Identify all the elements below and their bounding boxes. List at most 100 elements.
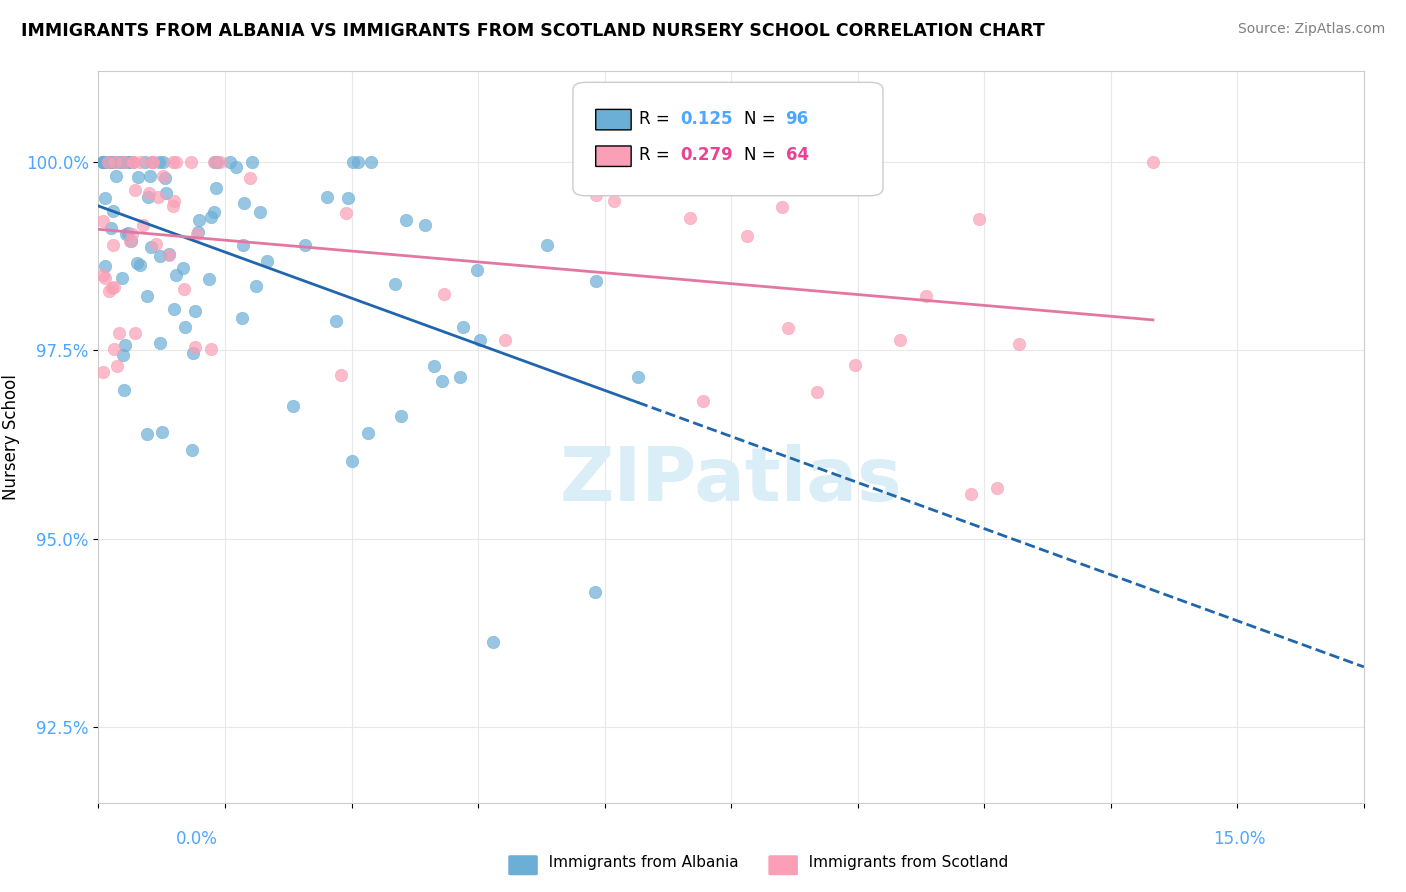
Point: [232, 196, 254, 211]
Point: [256, 254, 278, 268]
Point: [357, 425, 380, 440]
Text: 96: 96: [786, 110, 808, 128]
Point: [124, 326, 146, 340]
Point: [100, 220, 122, 235]
Point: [120, 234, 142, 248]
Text: Immigrants from Scotland: Immigrants from Scotland: [794, 855, 1008, 870]
Point: [148, 154, 170, 169]
Point: [184, 303, 207, 318]
Point: [465, 263, 488, 277]
Point: [585, 188, 607, 202]
Point: [111, 154, 134, 169]
Point: [141, 240, 163, 254]
FancyBboxPatch shape: [596, 110, 631, 130]
Point: [583, 585, 606, 599]
Point: [200, 210, 222, 224]
Point: [121, 227, 143, 242]
Point: [433, 287, 456, 301]
Point: [986, 481, 1008, 495]
Y-axis label: Nursery School: Nursery School: [3, 374, 20, 500]
Point: [340, 454, 363, 468]
Text: ZIPatlas: ZIPatlas: [560, 444, 903, 517]
Point: [152, 154, 174, 169]
Point: [121, 154, 143, 169]
Point: [181, 345, 204, 359]
Point: [157, 247, 180, 261]
Text: Source: ZipAtlas.com: Source: ZipAtlas.com: [1237, 22, 1385, 37]
Point: [139, 169, 162, 183]
Point: [494, 333, 516, 347]
Point: [915, 288, 938, 302]
Point: [571, 179, 593, 194]
Point: [103, 238, 125, 252]
Point: [827, 161, 849, 175]
Point: [97, 154, 120, 169]
Point: [163, 301, 186, 316]
Point: [103, 154, 125, 169]
Point: [173, 320, 195, 334]
Point: [118, 234, 141, 248]
Point: [183, 340, 205, 354]
Point: [415, 218, 437, 232]
Point: [152, 169, 174, 183]
Point: [960, 487, 983, 501]
FancyBboxPatch shape: [574, 82, 883, 195]
Text: N =: N =: [744, 110, 780, 128]
Point: [98, 284, 121, 298]
Point: [346, 155, 368, 169]
Point: [200, 342, 222, 356]
Point: [325, 314, 347, 328]
Point: [91, 214, 114, 228]
Text: 64: 64: [786, 146, 808, 164]
Point: [107, 154, 129, 169]
Point: [165, 154, 187, 169]
Point: [294, 238, 316, 252]
Point: [806, 384, 828, 399]
Text: Immigrants from Albania: Immigrants from Albania: [534, 855, 740, 870]
Text: 0.279: 0.279: [681, 146, 734, 164]
Point: [778, 320, 800, 334]
Point: [105, 359, 128, 374]
Point: [198, 272, 221, 286]
Point: [360, 154, 382, 169]
Point: [245, 278, 267, 293]
Point: [205, 181, 228, 195]
Point: [114, 227, 136, 241]
Point: [101, 281, 124, 295]
Text: 0.0%: 0.0%: [176, 830, 218, 847]
Point: [98, 154, 121, 169]
Point: [202, 204, 225, 219]
Point: [204, 154, 226, 169]
Point: [153, 171, 176, 186]
Point: [330, 368, 353, 382]
Point: [337, 191, 360, 205]
Point: [103, 203, 125, 218]
Point: [141, 154, 163, 169]
Point: [136, 190, 159, 204]
Point: [125, 256, 148, 270]
Point: [134, 154, 156, 169]
Point: [136, 289, 159, 303]
Point: [482, 635, 505, 649]
Point: [96, 154, 118, 169]
Point: [423, 359, 446, 374]
Point: [166, 268, 188, 282]
Point: [91, 154, 114, 169]
Text: 15.0%: 15.0%: [1213, 830, 1265, 847]
Point: [232, 237, 254, 252]
Point: [103, 154, 125, 169]
Point: [536, 238, 558, 252]
Point: [342, 154, 364, 169]
Point: [149, 249, 172, 263]
Point: [967, 211, 990, 226]
Point: [335, 206, 357, 220]
Point: [157, 248, 180, 262]
Text: 0.125: 0.125: [681, 110, 733, 128]
Text: N =: N =: [744, 146, 780, 164]
Point: [111, 154, 134, 169]
Point: [384, 277, 406, 292]
Point: [207, 154, 229, 169]
Point: [395, 213, 418, 227]
Point: [187, 225, 209, 239]
Point: [94, 259, 117, 273]
